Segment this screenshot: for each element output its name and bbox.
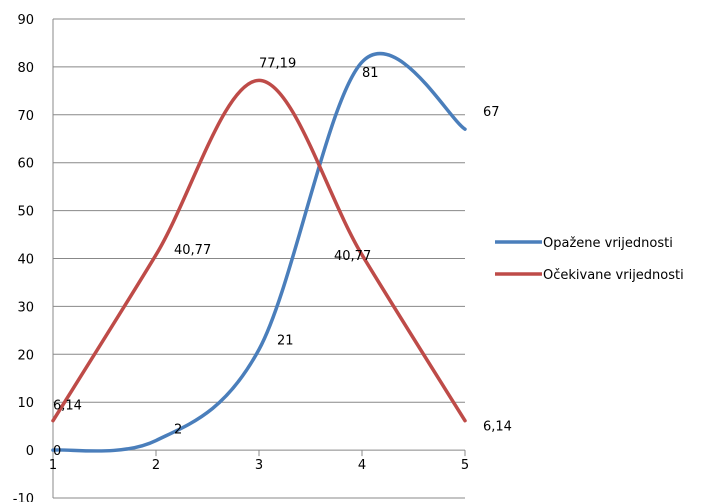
x-tick-label: 2 [152, 458, 160, 473]
y-tick-label: 0 [26, 444, 34, 459]
series-line-2 [51, 78, 467, 423]
series-lines [51, 51, 467, 453]
data-label: 77,19 [259, 56, 296, 71]
data-label: 40,77 [334, 249, 371, 264]
x-tick-label: 4 [358, 458, 366, 473]
series-line-1 [51, 51, 467, 453]
data-label: 81 [362, 66, 379, 81]
x-tick-label: 3 [255, 458, 263, 473]
y-tick-label: 40 [17, 253, 34, 268]
x-tick-label: 5 [461, 458, 469, 473]
y-tick-label: 20 [17, 348, 34, 363]
legend: Opažene vrijednosti Očekivane vrijednosti [495, 236, 684, 283]
data-label: 6,14 [53, 399, 82, 414]
data-label: 40,77 [174, 243, 211, 258]
legend-label: Očekivane vrijednosti [543, 268, 684, 283]
data-label: 6,14 [483, 420, 512, 435]
y-tick-label: 30 [17, 300, 34, 315]
y-tick-label: 70 [17, 109, 34, 124]
y-tick-label: -10 [13, 492, 34, 502]
y-tick-label: 10 [17, 396, 34, 411]
x-tick-label: 1 [49, 458, 57, 473]
data-label: 21 [277, 334, 294, 349]
y-tick-label: 80 [17, 61, 34, 76]
data-label: 0 [53, 444, 61, 459]
y-tick-label: 50 [17, 205, 34, 220]
data-labels: 0 2 21 81 67 6,14 40,77 77,19 40,77 6,14 [53, 56, 512, 459]
data-label: 67 [483, 105, 500, 120]
y-tick-label: 60 [17, 157, 34, 172]
data-label: 2 [174, 423, 182, 438]
gridlines [53, 18, 465, 499]
legend-label: Opažene vrijednosti [543, 236, 673, 251]
y-tick-label: 90 [17, 13, 34, 28]
